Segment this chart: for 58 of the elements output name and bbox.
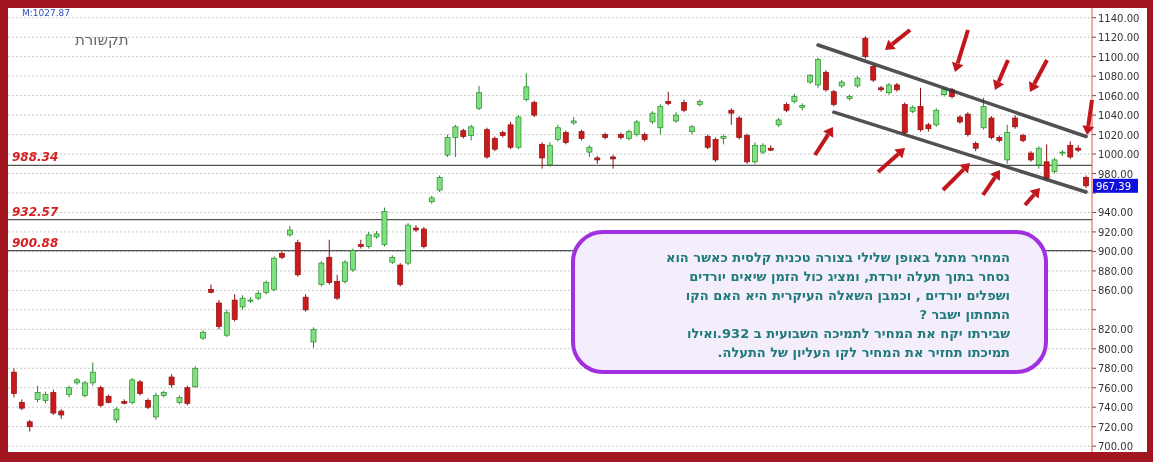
y-tick-label: 1000.00: [1098, 149, 1140, 161]
candlestick: [476, 85, 482, 111]
candlestick: [539, 141, 545, 170]
candlestick: [192, 365, 199, 389]
candlestick: [318, 260, 325, 287]
candlestick: [736, 115, 743, 140]
candlestick: [310, 326, 317, 349]
text: תקשורת: [75, 31, 129, 49]
y-tick-label: 720.00: [1098, 421, 1133, 433]
y-tick-label: 940.00: [1098, 207, 1133, 219]
candlestick: [342, 259, 348, 285]
candlestick: [184, 385, 191, 406]
candlestick: [11, 367, 17, 398]
candlestick: [1035, 145, 1042, 170]
y-tick-label: 1040.00: [1098, 110, 1140, 122]
candlestick: [216, 299, 222, 330]
candlestick: [231, 293, 238, 323]
annotation: M:1027.87: [22, 8, 71, 18]
candlestick: [350, 248, 356, 273]
candlestick: [964, 111, 971, 138]
candlestick: [752, 141, 758, 165]
annotation: המחיר מתנל באופן שלילי בצורה טכנית קלסית כאשר הוא נסחר בתוך תעלה יורדת, ומציג כול הזמן שיאים יורדים ושפלים יורדים , וכמבן השאלה העיקרית היא האם הקו התחתון ישבר ? שבירתו יקח את המחיר לתמיכה השבועית ב 932.ואילו תמיכתו תחזיר את המחיר לקו העליון של התעלה.: [665, 250, 1011, 360]
candlestick: [933, 107, 940, 128]
text: 967.39: [1096, 180, 1131, 192]
y-tick-label: 820.00: [1098, 324, 1133, 336]
y-tick-label: 980.00: [1098, 168, 1133, 180]
y-tick-label: 1100.00: [1098, 51, 1140, 63]
y-tick-label: 1120.00: [1098, 32, 1140, 44]
y-tick-label: 920.00: [1098, 226, 1133, 238]
candlestick: [523, 72, 530, 102]
ref-line-label: 900.88: [12, 235, 59, 250]
y-tick-label: 760.00: [1098, 382, 1133, 394]
y-tick-label: 880.00: [1098, 265, 1133, 277]
y-tick-label: 740.00: [1098, 402, 1133, 414]
y-tick-label: 1060.00: [1098, 90, 1140, 102]
y-tick-label: 860.00: [1098, 285, 1133, 297]
candlestick: [610, 154, 616, 170]
candlestick: [129, 377, 136, 405]
candlestick: [223, 309, 230, 338]
candlestick: [89, 361, 96, 387]
candlestick: [334, 274, 341, 301]
candlestick: [397, 262, 404, 287]
y-tick-label: 900.00: [1098, 246, 1133, 258]
y-tick-label: 780.00: [1098, 363, 1133, 375]
candlestick: [152, 392, 159, 421]
candlestick: [547, 141, 553, 168]
y-tick-label: 800.00: [1098, 343, 1133, 355]
candlestick: [823, 69, 829, 93]
y-tick-label: 1020.00: [1098, 129, 1140, 141]
candlestick: [878, 85, 884, 93]
candlestick: [980, 97, 987, 131]
y-tick-label: 1080.00: [1098, 71, 1140, 83]
ref-line-label: 988.34: [12, 150, 59, 165]
y-tick-label: 1140.00: [1098, 12, 1140, 24]
ref-line-label: 932.57: [12, 204, 59, 219]
candlestick: [862, 35, 869, 60]
y-tick-label: 700.00: [1098, 441, 1133, 453]
candlestick: [421, 226, 427, 249]
